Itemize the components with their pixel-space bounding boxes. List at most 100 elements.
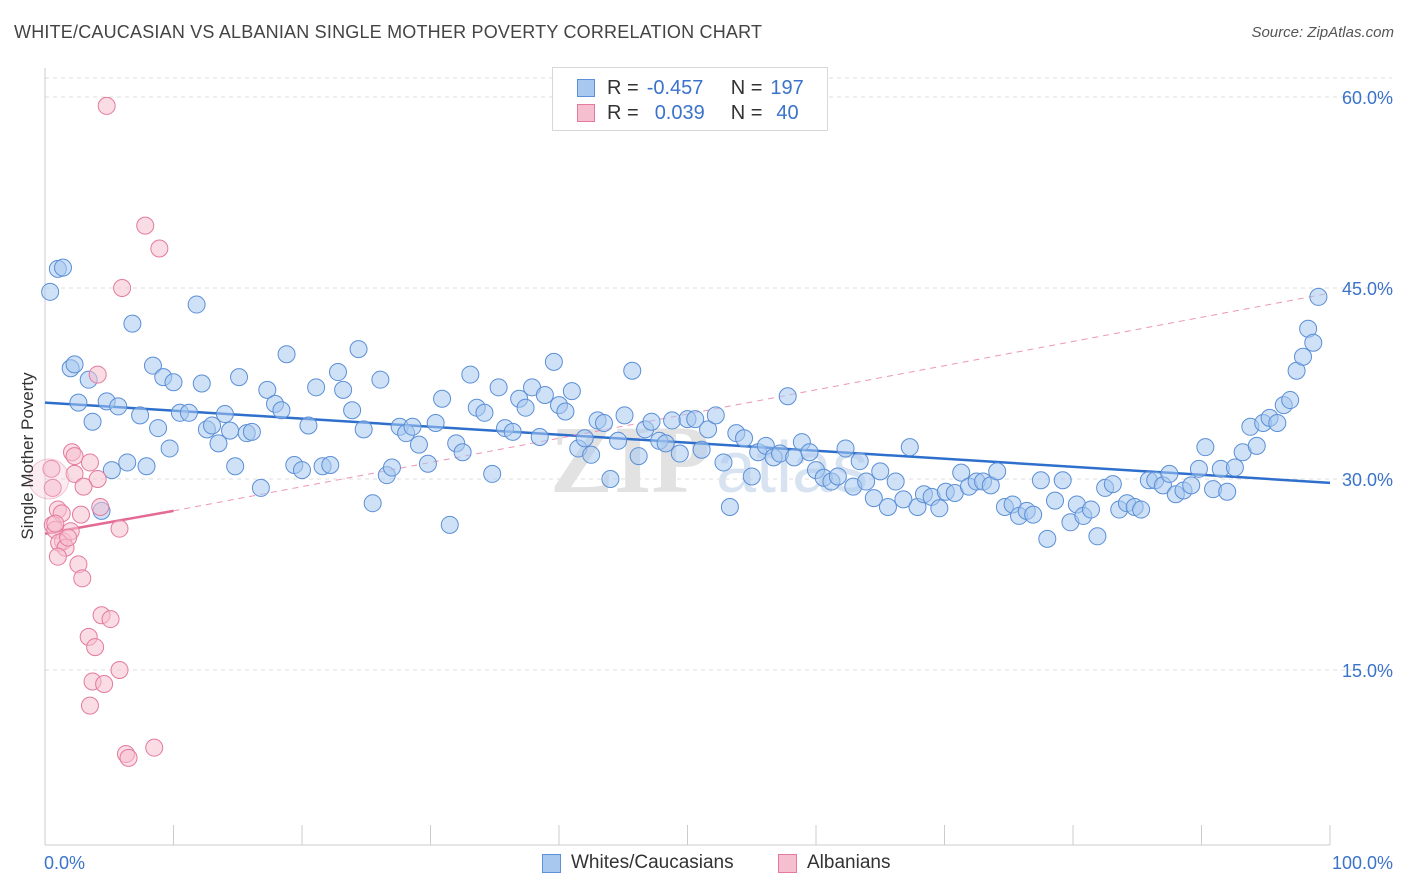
- data-point-whites: [615, 406, 634, 425]
- data-point-whites: [609, 431, 628, 450]
- data-point-albanians: [113, 279, 132, 297]
- data-point-albanians: [110, 661, 129, 679]
- data-point-whites: [293, 461, 311, 480]
- data-point-whites: [850, 452, 869, 471]
- data-point-whites: [594, 413, 613, 432]
- data-point-whites: [800, 443, 819, 462]
- data-point-albanians: [65, 447, 84, 466]
- data-point-whites: [65, 355, 84, 374]
- data-point-whites: [251, 478, 270, 497]
- data-point-whites: [1304, 333, 1323, 352]
- data-point-whites: [1268, 413, 1287, 432]
- chart-title: WHITE/CAUCASIAN VS ALBANIAN SINGLE MOTHE…: [14, 22, 763, 42]
- x-tick-label: 100.0%: [1332, 853, 1393, 873]
- data-point-whites: [871, 462, 890, 481]
- data-point-whites: [354, 420, 373, 439]
- data-point-albanians: [150, 239, 169, 258]
- data-point-whites: [575, 429, 594, 448]
- data-point-whites: [321, 455, 340, 474]
- trend-line-whites: [44, 401, 1331, 485]
- data-point-whites: [137, 457, 156, 476]
- data-point-whites: [1247, 436, 1266, 455]
- data-point-whites: [143, 356, 162, 375]
- data-point-whites: [828, 467, 847, 486]
- legend-r-value: -0.457: [646, 76, 704, 99]
- data-point-albanians: [42, 459, 61, 478]
- data-point-whites: [1081, 500, 1100, 519]
- data-point-whites: [894, 490, 913, 509]
- data-point-whites: [714, 453, 733, 472]
- data-point-albanians: [74, 477, 93, 496]
- data-point-whites: [192, 374, 211, 393]
- data-point-albanians: [88, 365, 107, 384]
- data-point-whites: [371, 370, 390, 389]
- data-point-albanians: [145, 738, 164, 757]
- y-tick-label: 30.0%: [1342, 470, 1393, 490]
- data-point-albanians: [71, 505, 90, 524]
- data-point-whites: [1281, 391, 1300, 410]
- y-tick-label: 60.0%: [1342, 88, 1393, 108]
- data-point-whites: [1038, 529, 1057, 548]
- legend-swatch-whites: [577, 79, 595, 97]
- data-point-whites: [299, 416, 318, 435]
- data-point-albanians: [110, 519, 129, 538]
- data-point-whites: [382, 458, 401, 477]
- data-point-whites: [272, 401, 291, 420]
- data-points: [28, 96, 1328, 767]
- data-point-albanians: [88, 470, 107, 488]
- data-point-whites: [230, 368, 249, 387]
- y-axis-label: Single Mother Poverty: [18, 372, 37, 540]
- data-point-whites: [623, 361, 642, 380]
- data-point-whites: [131, 406, 150, 425]
- data-point-whites: [857, 472, 876, 491]
- data-point-whites: [418, 454, 437, 473]
- data-point-whites: [53, 258, 72, 277]
- data-point-whites: [41, 282, 60, 301]
- data-point-whites: [160, 439, 179, 458]
- data-point-whites: [656, 434, 675, 453]
- data-point-albanians: [46, 514, 65, 533]
- data-point-whites: [475, 403, 494, 422]
- data-point-whites: [363, 494, 382, 513]
- data-point-whites: [686, 410, 705, 429]
- data-point-whites: [582, 445, 601, 464]
- data-point-whites: [1218, 482, 1237, 501]
- data-point-whites: [742, 467, 761, 486]
- data-point-albanians: [43, 478, 62, 497]
- y-tick-label: 45.0%: [1342, 279, 1393, 299]
- x-tick-label: 0.0%: [44, 853, 85, 873]
- data-point-albanians: [80, 696, 99, 715]
- data-point-whites: [343, 401, 362, 420]
- data-point-whites: [930, 499, 949, 518]
- stats-legend: R = -0.457 N = 197 R = 0.039 N = 40: [552, 67, 828, 131]
- data-point-whites: [1053, 471, 1072, 490]
- legend-n-value: 197: [770, 76, 804, 99]
- data-point-whites: [692, 440, 711, 459]
- data-point-whites: [1046, 491, 1065, 510]
- legend-n-label: N =: [730, 76, 763, 99]
- legend-item-albanians: Albanians: [778, 852, 890, 874]
- trend-line-extension: [173, 292, 1331, 512]
- data-point-whites: [433, 389, 452, 408]
- legend-swatch-albanians: [577, 104, 595, 122]
- data-point-albanians: [48, 547, 67, 566]
- data-point-whites: [461, 365, 480, 384]
- data-point-whites: [886, 472, 905, 491]
- data-point-whites: [864, 489, 883, 508]
- data-point-whites: [1024, 505, 1043, 524]
- data-point-whites: [242, 422, 261, 441]
- data-point-whites: [209, 434, 228, 453]
- data-point-whites: [221, 421, 240, 440]
- y-tick-label: 15.0%: [1342, 661, 1393, 681]
- data-point-albanians: [59, 528, 78, 547]
- data-point-whites: [258, 380, 277, 399]
- data-point-whites: [328, 363, 347, 382]
- data-point-albanians: [80, 453, 99, 472]
- data-point-whites: [307, 378, 326, 397]
- legend-label-albanians: Albanians: [807, 852, 891, 873]
- data-point-albanians: [101, 610, 120, 629]
- data-point-albanians: [73, 569, 92, 588]
- data-point-whites: [878, 498, 897, 517]
- data-point-albanians: [136, 216, 155, 235]
